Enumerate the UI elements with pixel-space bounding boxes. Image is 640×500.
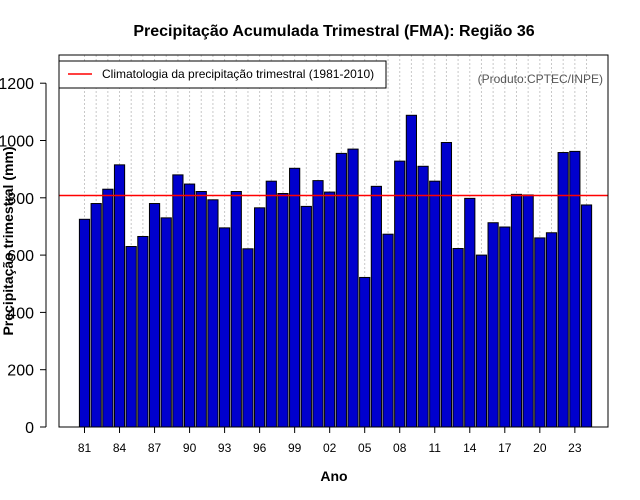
x-tick-label: 17 [498, 441, 512, 455]
bar-1995 [242, 248, 254, 428]
bar-2016 [487, 222, 499, 428]
y-tick-label: 600 [7, 248, 34, 265]
bars-group [78, 114, 593, 428]
bar-1998 [277, 193, 289, 428]
bar-2000 [300, 205, 312, 428]
bar-1988 [160, 217, 172, 428]
legend-box [58, 60, 387, 89]
legend: Climatologia da precipitação trimestral … [58, 60, 387, 89]
x-tick-label: 02 [323, 441, 337, 455]
y-tick-label: 400 [7, 305, 34, 322]
bar-1999 [289, 167, 301, 428]
bar-2008 [394, 160, 406, 428]
x-axis-label: Ano [320, 468, 347, 484]
bar-1989 [172, 174, 184, 428]
x-tick-label: 96 [253, 441, 267, 455]
bar-1994 [230, 191, 242, 428]
bar-1991 [195, 191, 207, 428]
bar-2019 [522, 194, 534, 428]
bar-2021 [545, 232, 558, 428]
bar-1984 [113, 164, 126, 428]
bar-2009 [405, 114, 417, 428]
x-tick-label: 08 [393, 441, 407, 455]
bar-1981 [78, 218, 91, 428]
x-tick-label: 90 [183, 441, 197, 455]
bar-1993 [219, 227, 231, 428]
bar-2010 [417, 165, 429, 428]
bar-1987 [148, 203, 161, 428]
bar-2001 [312, 180, 324, 428]
bar-1985 [125, 246, 137, 428]
y-axis-label: Precipitação trimestral (mm) [0, 146, 16, 335]
chart-title: Precipitação Acumulada Trimestral (FMA):… [133, 23, 534, 40]
y-tick-label: 1200 [0, 76, 34, 93]
x-tick-label: 23 [568, 441, 582, 455]
bar-2022 [557, 152, 569, 428]
bar-2024 [580, 204, 593, 428]
bar-2015 [475, 254, 488, 428]
bar-2011 [429, 180, 441, 428]
bar-1986 [137, 235, 149, 428]
bar-2002 [324, 191, 336, 428]
bar-2018 [510, 193, 523, 428]
credit-text: (Produto:CPTEC/INPE) [478, 72, 603, 86]
x-tick-label: 93 [218, 441, 232, 455]
y-axis: 0 200 400 600 800 1000 1200 [0, 76, 47, 437]
bar-2007 [382, 233, 394, 428]
bar-2003 [335, 152, 347, 428]
x-tick-label: 14 [463, 441, 477, 455]
legend-label: Climatologia da precipitação trimestral … [102, 67, 374, 81]
x-tick-label: 99 [288, 441, 302, 455]
x-tick-label: 20 [533, 441, 547, 455]
x-tick-label: 11 [429, 441, 442, 455]
x-tick-label: 05 [358, 441, 372, 455]
bar-2014 [464, 197, 476, 428]
bar-2020 [534, 237, 546, 428]
bar-2013 [452, 248, 464, 428]
bar-2023 [569, 150, 581, 428]
y-tick-label: 1000 [0, 134, 34, 151]
bar-1990 [183, 183, 196, 428]
bar-2017 [499, 226, 511, 428]
y-tick-label: 200 [7, 363, 34, 380]
bar-2006 [370, 185, 382, 428]
x-axis: 81 84 87 90 93 96 99 02 05 08 11 14 17 20 23 [78, 426, 582, 455]
y-tick-label: 0 [25, 420, 34, 437]
bar-1982 [90, 203, 102, 428]
bar-2012 [440, 142, 453, 428]
bar-1983 [102, 188, 114, 428]
bar-2004 [347, 148, 359, 428]
x-tick-label: 81 [78, 441, 92, 455]
x-tick-label: 84 [113, 441, 127, 455]
x-tick-label: 87 [148, 441, 162, 455]
bar-2005 [359, 276, 371, 428]
y-tick-label: 800 [7, 191, 34, 208]
bar-1992 [207, 199, 219, 428]
bar-1996 [254, 207, 266, 428]
bar-1997 [265, 180, 277, 428]
